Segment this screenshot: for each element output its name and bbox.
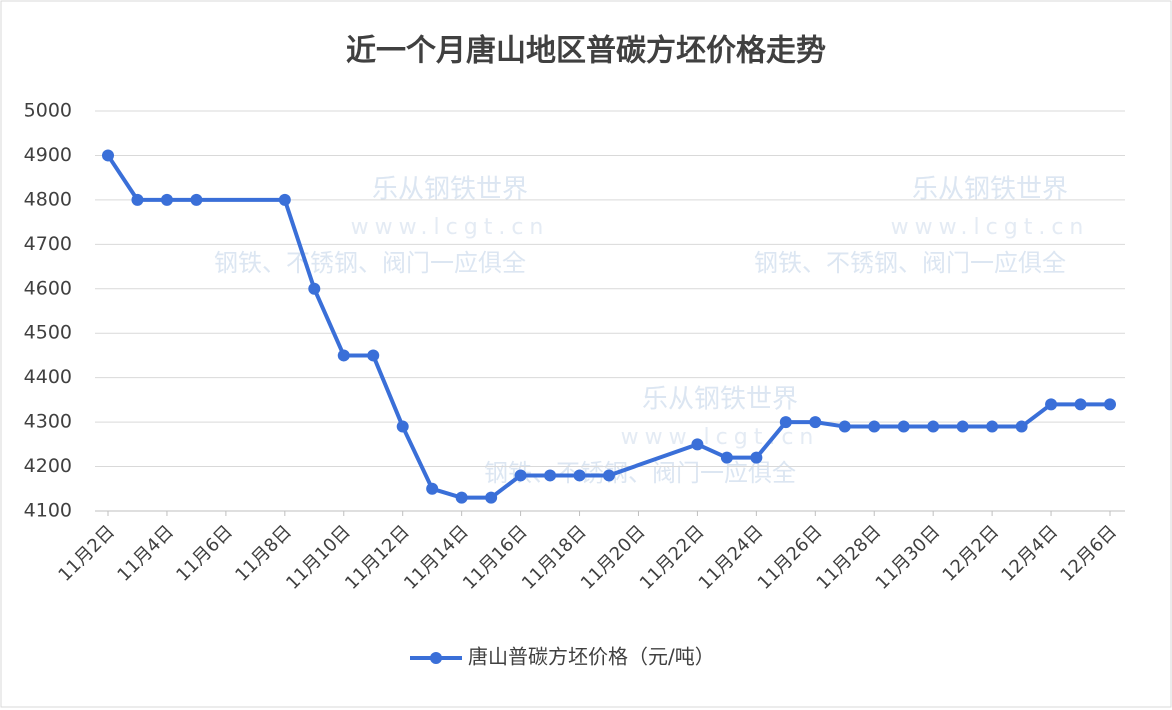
legend-label: 唐山普碳方坯价格（元/吨） <box>468 645 715 669</box>
point <box>779 416 792 429</box>
y-tick-label: 4300 <box>24 411 72 433</box>
y-tick-label: 4500 <box>24 322 72 344</box>
point <box>160 193 173 206</box>
point <box>278 193 291 206</box>
point <box>927 420 940 433</box>
point <box>190 193 203 206</box>
watermark-slogan: 钢铁、不锈钢、阀门一应俱全 <box>754 249 1066 277</box>
y-tick-label: 4600 <box>24 277 72 299</box>
y-tick-label: 4800 <box>24 188 72 210</box>
point <box>1104 398 1116 411</box>
point <box>750 451 763 464</box>
y-tick-label: 4100 <box>24 500 72 522</box>
point <box>838 420 851 433</box>
point <box>809 416 822 429</box>
point <box>986 420 999 433</box>
point <box>337 349 350 362</box>
point <box>396 420 409 433</box>
point <box>956 420 969 433</box>
y-tick-label: 4400 <box>24 366 72 388</box>
point <box>485 491 498 504</box>
point <box>308 282 321 295</box>
chart-title: 近一个月唐山地区普碳方坯价格走势 <box>346 34 826 69</box>
watermark-name: 乐从钢铁世界 <box>642 385 798 415</box>
point <box>131 193 144 206</box>
point <box>720 451 733 464</box>
point <box>897 420 910 433</box>
point <box>1045 398 1058 411</box>
point <box>573 469 586 482</box>
point <box>102 149 114 162</box>
legend-marker <box>430 652 442 664</box>
point <box>1074 398 1087 411</box>
point <box>603 469 615 482</box>
watermark-slogan: 钢铁、不锈钢、阀门一应俱全 <box>214 249 526 277</box>
y-tick-label: 4700 <box>24 233 72 255</box>
point <box>1015 420 1028 433</box>
point <box>514 469 527 482</box>
point <box>544 469 557 482</box>
point <box>868 420 881 433</box>
watermark-url: www.lcgt.cn <box>891 215 1090 240</box>
y-tick-label: 5000 <box>24 100 72 122</box>
point <box>367 349 380 362</box>
y-tick-label: 4900 <box>24 144 72 166</box>
watermark-url: www.lcgt.cn <box>351 215 550 240</box>
point <box>426 482 439 495</box>
point <box>455 491 468 504</box>
y-tick-label: 4200 <box>24 455 72 477</box>
point <box>691 438 704 451</box>
watermark-url: www.lcgt.cn <box>621 425 820 450</box>
